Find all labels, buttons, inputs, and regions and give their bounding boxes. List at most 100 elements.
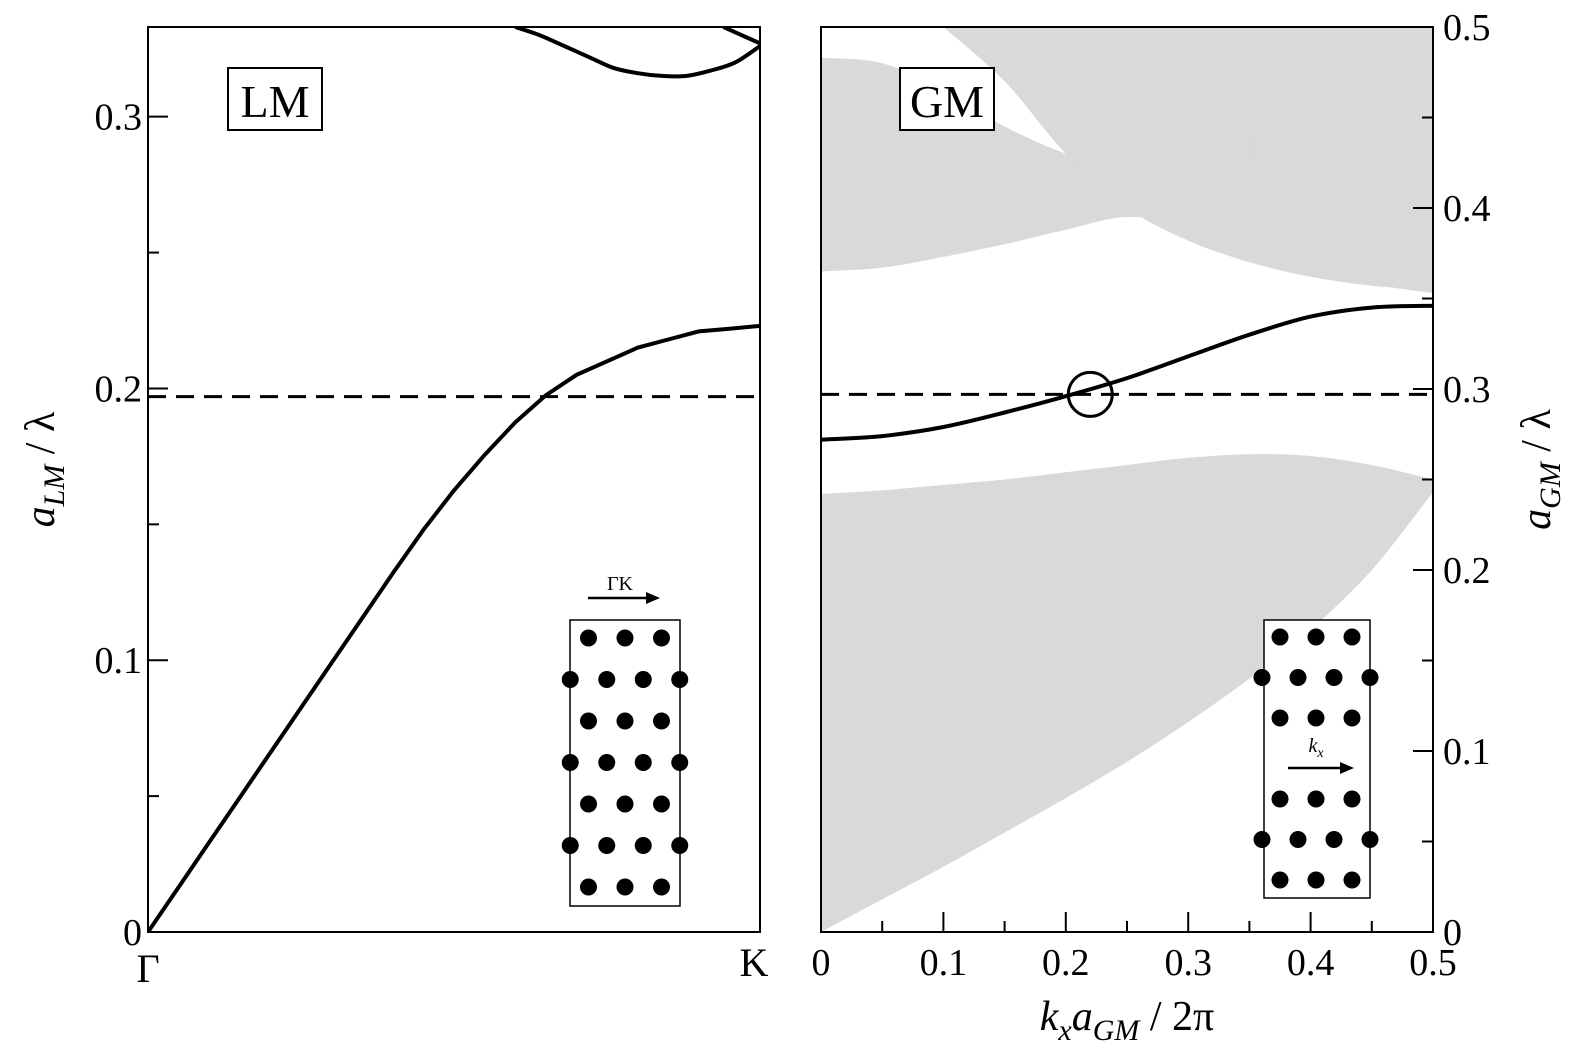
gm-x-axis-label: kxaGM / 2π xyxy=(1040,994,1215,1047)
lattice-hole xyxy=(1343,790,1361,808)
direction-label-main: k xyxy=(1308,735,1318,757)
shaded-band-5 xyxy=(1298,162,1433,208)
y-tick-label: 0 xyxy=(1443,912,1462,954)
lm-y-axis-label: aLM / λ xyxy=(18,411,71,527)
y-tick-label: 0.2 xyxy=(95,368,143,410)
lattice-hole xyxy=(616,878,634,896)
lm-plot-frame xyxy=(147,26,761,933)
direction-label: ΓK xyxy=(607,573,634,595)
lattice-hole xyxy=(653,795,670,813)
lattice-hole xyxy=(561,837,579,854)
lattice-hole xyxy=(1253,669,1271,686)
lm-inset-lattice: ΓK xyxy=(561,573,689,907)
direction-arrow-head xyxy=(1340,762,1354,774)
lattice-hole xyxy=(1289,669,1307,686)
lattice-hole xyxy=(634,837,652,854)
supercell-box xyxy=(1263,619,1371,899)
gm-panel-label: GM xyxy=(910,76,984,127)
lattice-hole xyxy=(671,671,689,688)
x-tick-label: 0.2 xyxy=(1042,942,1090,984)
ylabel-variable: a xyxy=(1514,509,1560,530)
y-tick-label: 0.3 xyxy=(95,97,143,139)
lattice-hole xyxy=(671,754,689,771)
lattice-hole xyxy=(580,878,597,896)
lattice-hole xyxy=(1253,831,1271,848)
lattice-hole xyxy=(1343,871,1361,889)
direction-label-subscript: x xyxy=(1316,746,1324,761)
lattice-hole xyxy=(653,629,670,647)
lattice-hole xyxy=(1289,831,1307,848)
lm-panel-label: LM xyxy=(241,76,310,127)
x-tick-label-gamma: Γ xyxy=(136,946,159,991)
lattice-hole xyxy=(1271,709,1289,727)
x-tick-label: 0.5 xyxy=(1409,942,1457,984)
y-tick-label: 0.1 xyxy=(1443,731,1491,773)
lattice-hole xyxy=(1307,790,1325,808)
y-tick-label: 0.5 xyxy=(1443,7,1491,49)
lattice-hole xyxy=(653,878,670,896)
lattice-hole xyxy=(616,629,634,647)
lattice-hole xyxy=(580,629,597,647)
xlabel-a-subscript: GM xyxy=(1093,1014,1142,1047)
y-tick-label: 0 xyxy=(123,912,142,954)
gm-plot-frame xyxy=(820,26,1434,933)
y-tick-label: 0.4 xyxy=(1443,188,1491,230)
lattice-hole xyxy=(1361,669,1379,686)
lattice-hole xyxy=(580,795,597,813)
lattice-hole xyxy=(580,712,597,730)
lattice-hole xyxy=(1271,628,1289,646)
ylabel-rest: / λ xyxy=(18,411,64,465)
lattice-hole xyxy=(1361,831,1379,848)
lattice-hole xyxy=(653,712,670,730)
x-tick-label: 0 xyxy=(812,942,831,984)
supercell-box xyxy=(569,619,681,907)
lattice-hole xyxy=(1325,831,1343,848)
ylabel-rest: / λ xyxy=(1514,409,1560,463)
band-curve-1 xyxy=(148,323,760,932)
lattice-hole xyxy=(598,671,616,688)
shaded-band-4 xyxy=(1249,90,1433,163)
lattice-hole xyxy=(616,795,634,813)
gm-y-axis-label: aGM / λ xyxy=(1514,409,1567,530)
lattice-hole xyxy=(1307,709,1325,727)
xlabel-a: a xyxy=(1072,994,1093,1040)
lattice-hole xyxy=(1307,871,1325,889)
band-curve-2 xyxy=(514,27,760,79)
lattice-hole xyxy=(1307,628,1325,646)
xlabel-k: k xyxy=(1040,994,1060,1040)
shaded-band-1 xyxy=(821,454,1433,932)
direction-arrow-head xyxy=(646,592,660,604)
lattice-hole xyxy=(1343,709,1361,727)
lattice-hole xyxy=(598,837,616,854)
x-tick-label: 0.3 xyxy=(1164,942,1212,984)
y-tick-label: 0.1 xyxy=(95,640,143,682)
lattice-hole xyxy=(1343,628,1361,646)
x-tick-label-k: K xyxy=(740,940,769,985)
lattice-hole xyxy=(1325,669,1343,686)
lattice-hole xyxy=(671,837,689,854)
ylabel-variable: a xyxy=(18,506,64,527)
x-tick-label: 0.1 xyxy=(920,942,968,984)
xlabel-k-subscript: x xyxy=(1057,1014,1072,1047)
lattice-hole xyxy=(1271,790,1289,808)
lattice-hole xyxy=(1271,871,1289,889)
y-tick-label: 0.2 xyxy=(1443,550,1491,592)
y-tick-label: 0.3 xyxy=(1443,369,1491,411)
band-curve-3 xyxy=(722,27,760,46)
gm-label-box xyxy=(899,67,995,131)
ylabel-subscript: GM xyxy=(1534,460,1567,509)
lattice-hole xyxy=(634,754,652,771)
direction-label: kx xyxy=(1308,735,1324,761)
guided-band-curve xyxy=(821,303,1433,442)
xlabel-rest: / 2π xyxy=(1139,994,1214,1040)
gm-inset-lattice: kx xyxy=(1253,619,1379,899)
lattice-hole xyxy=(598,754,616,771)
lattice-hole xyxy=(561,754,579,771)
lm-label-box xyxy=(227,67,323,131)
lattice-hole xyxy=(634,671,652,688)
crossing-marker-circle xyxy=(1066,370,1114,418)
gm-panel: 0 0.1 0.2 0.3 0.4 0.500.10.20.30.40.5GMkxaGM … xyxy=(812,7,1568,1047)
ylabel-subscript: LM xyxy=(38,463,71,508)
